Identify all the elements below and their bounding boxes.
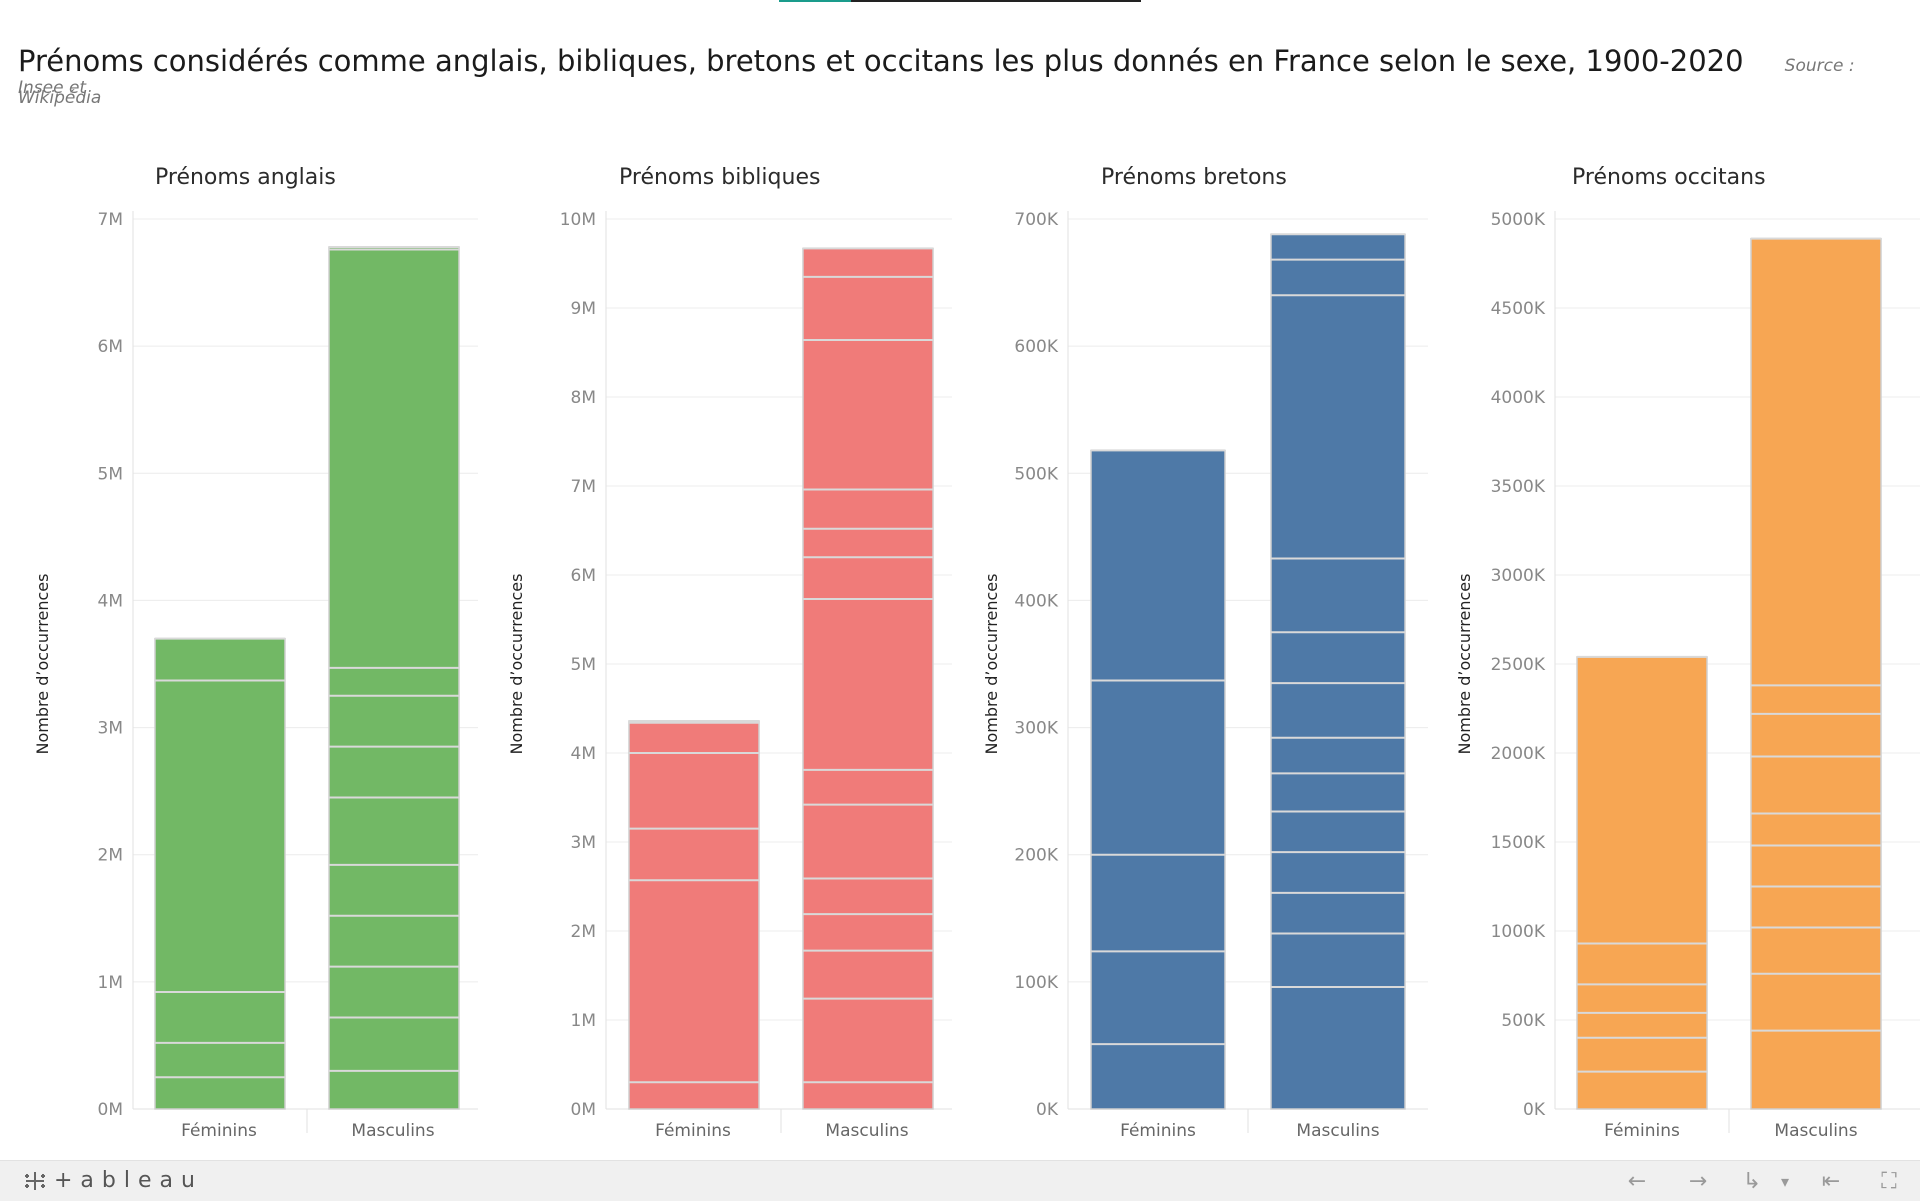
redo-button[interactable]: → [1683, 1168, 1713, 1194]
tableau-wordmark: +ableau [54, 1168, 203, 1193]
y-tick-label: 600K [1014, 337, 1058, 357]
y-tick-label: 2M [98, 846, 123, 866]
y-tick-label: 5000K [1491, 210, 1546, 230]
y-tick-label: 3500K [1491, 477, 1546, 497]
y-tick-label: 1000K [1491, 922, 1546, 942]
y-tick-label: 4M [98, 591, 123, 611]
x-category-label: Masculins [825, 1121, 908, 1141]
x-category-label: Féminins [1120, 1121, 1196, 1141]
y-tick-label: 7M [98, 210, 123, 230]
bar-féminins-anglais[interactable] [154, 637, 286, 1110]
x-category-label: Féminins [655, 1121, 731, 1141]
share-dropdown-icon: ▾ [1780, 1171, 1790, 1191]
bar-féminins-bretons[interactable] [1090, 449, 1226, 1110]
x-category-label: Masculins [351, 1121, 434, 1141]
revert-icon: ↳ [1742, 1168, 1762, 1194]
y-tick-label: 500K [1501, 1011, 1545, 1031]
fullscreen-button[interactable]: ⛶ [1874, 1168, 1904, 1194]
share-dropdown-button[interactable]: ▾ [1776, 1169, 1794, 1193]
x-category-label: Féminins [181, 1121, 257, 1141]
y-tick-label: 10M [560, 210, 596, 230]
bar-masculins-occitans[interactable] [1750, 237, 1882, 1110]
revert-button[interactable]: ↳ [1737, 1168, 1767, 1194]
y-tick-label: 1M [98, 973, 123, 993]
active-dashboard-tab[interactable] [779, 0, 851, 2]
header: Prénoms considérés comme anglais, bibliq… [18, 44, 1898, 108]
y-tick-label: 0K [1036, 1100, 1059, 1120]
y-tick-label: 500K [1014, 464, 1058, 484]
bar-féminins-occitans[interactable] [1576, 656, 1708, 1110]
first-page-button[interactable]: ⇤ [1816, 1168, 1846, 1194]
x-category-label: Masculins [1774, 1121, 1857, 1141]
page-title: Prénoms considérés comme anglais, bibliq… [18, 44, 1744, 78]
bar-masculins-bibliques[interactable] [802, 247, 934, 1110]
fullscreen-icon: ⛶ [1881, 1168, 1897, 1194]
y-tick-label: 2500K [1491, 655, 1546, 675]
y-axis-label: Nombre d’occurrences [507, 574, 526, 755]
y-axis-label: Nombre d’occurrences [982, 574, 1001, 755]
y-tick-label: 7M [571, 477, 596, 497]
bar-féminins-bibliques[interactable] [628, 720, 760, 1110]
charts-svg: Prénoms anglais Nombre d’occurrences 0M 1M 2… [33, 165, 1920, 1141]
y-tick-label: 100K [1014, 973, 1058, 993]
y-tick-label: 2000K [1491, 744, 1546, 764]
x-category-label: Féminins [1604, 1121, 1680, 1141]
y-tick-label: 1M [571, 1011, 596, 1031]
bar-masculins-anglais[interactable] [328, 246, 460, 1110]
undo-icon: ← [1627, 1168, 1647, 1194]
source-note-continued: Wikipédia [18, 88, 102, 108]
y-tick-label: 1500K [1491, 833, 1546, 853]
y-tick-label: 0M [98, 1100, 123, 1120]
y-tick-label: 3M [571, 833, 596, 853]
y-tick-label: 8M [571, 388, 596, 408]
y-tick-label: 9M [571, 299, 596, 319]
chart-title: Prénoms anglais [155, 165, 336, 190]
y-tick-label: 4M [571, 744, 596, 764]
first-page-icon: ⇤ [1821, 1168, 1841, 1194]
tableau-cross-icon [25, 1172, 45, 1190]
tableau-footer-toolbar: +ableau ← → ↳ ▾ ⇤ ⛶ [0, 1160, 1920, 1201]
y-axis-label: Nombre d’occurrences [1455, 574, 1474, 755]
dashboard-tab-strip[interactable] [851, 0, 1141, 2]
y-tick-label: 4500K [1491, 299, 1546, 319]
tableau-logo[interactable]: +ableau [22, 1169, 203, 1193]
chart-title: Prénoms occitans [1572, 165, 1766, 190]
y-tick-label: 2M [571, 922, 596, 942]
x-category-label: Masculins [1296, 1121, 1379, 1141]
y-tick-label: 4000K [1491, 388, 1546, 408]
y-tick-label: 6M [571, 566, 596, 586]
y-tick-label: 0K [1523, 1100, 1546, 1120]
y-tick-label: 5M [98, 464, 123, 484]
y-tick-label: 6M [98, 337, 123, 357]
y-tick-label: 700K [1014, 210, 1058, 230]
y-tick-label: 200K [1014, 846, 1058, 866]
y-tick-label: 400K [1014, 591, 1058, 611]
y-tick-label: 3M [98, 719, 123, 739]
redo-icon: → [1688, 1168, 1708, 1194]
y-tick-label: 5M [571, 655, 596, 675]
chart-title: Prénoms bretons [1101, 165, 1287, 190]
undo-button[interactable]: ← [1622, 1168, 1652, 1194]
y-tick-label: 300K [1014, 719, 1058, 739]
bar-masculins-bretons[interactable] [1270, 233, 1406, 1110]
source-note: Source : Insee et [18, 56, 1855, 98]
charts-area: Prénoms anglais Nombre d’occurrences 0M 1M 2… [33, 165, 1920, 1141]
y-tick-label: 3000K [1491, 566, 1546, 586]
y-axis-label: Nombre d’occurrences [33, 574, 52, 755]
chart-title: Prénoms bibliques [619, 165, 820, 190]
y-tick-label: 0M [571, 1100, 596, 1120]
